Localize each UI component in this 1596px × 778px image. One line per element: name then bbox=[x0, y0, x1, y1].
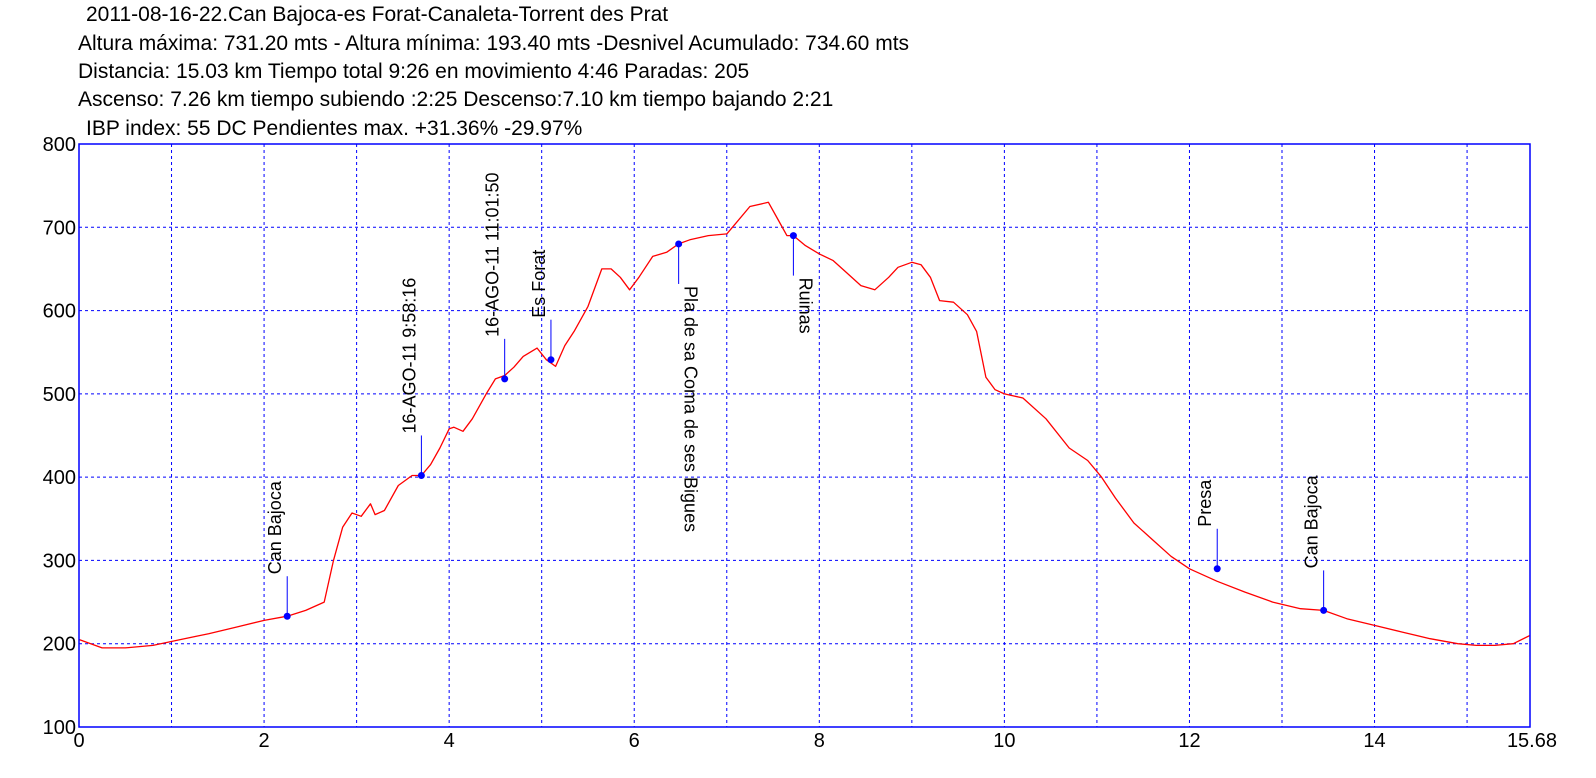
y-tick-label: 300 bbox=[43, 550, 76, 572]
waypoints: Can Bajoca 16-AGO-11 9:58:16 16-AGO-11 11:… bbox=[265, 172, 1328, 620]
y-tick-label: 600 bbox=[43, 301, 76, 323]
x-tick-label: 10 bbox=[993, 730, 1015, 752]
ibp-slope-summary: IBP index: 55 DC Pendientes max. +31.36%… bbox=[86, 117, 583, 140]
elevation-series bbox=[78, 201, 1531, 649]
y-tick-label: 100 bbox=[43, 717, 76, 739]
waypoint-dot bbox=[417, 471, 425, 479]
y-axis-tick-labels: 100 200 300 400 500 600 700 800 bbox=[43, 134, 76, 739]
waypoint-label: Es Forat bbox=[529, 250, 549, 318]
waypoint-label: Presa bbox=[1195, 479, 1215, 527]
x-tick-label: 14 bbox=[1363, 730, 1385, 752]
waypoint-marker: 16-AGO-11 11:01:50 bbox=[483, 172, 509, 383]
waypoint-dot bbox=[283, 612, 291, 620]
waypoint-marker: Es Forat bbox=[529, 250, 555, 364]
waypoint-label: Pla de sa Coma de ses Bigues bbox=[681, 286, 701, 532]
waypoint-marker: 16-AGO-11 9:58:16 bbox=[399, 278, 425, 479]
waypoint-marker: Presa bbox=[1195, 479, 1221, 573]
y-tick-label: 800 bbox=[43, 134, 76, 156]
waypoint-dot bbox=[547, 356, 555, 364]
y-tick-label: 200 bbox=[43, 634, 76, 656]
waypoint-label: 16-AGO-11 9:58:16 bbox=[399, 278, 419, 434]
waypoint-marker: Pla de sa Coma de ses Bigues bbox=[675, 240, 701, 532]
grid-lines bbox=[79, 144, 1530, 727]
x-tick-label: 2 bbox=[259, 730, 270, 752]
y-tick-label: 700 bbox=[43, 217, 76, 239]
elevation-line bbox=[78, 201, 1531, 649]
waypoint-dot bbox=[1320, 606, 1328, 614]
chart-title: 2011-08-16-22.Can Bajoca-es Forat-Canale… bbox=[86, 3, 669, 26]
x-tick-label: 6 bbox=[629, 730, 640, 752]
waypoint-label: Can Bajoca bbox=[1302, 474, 1322, 568]
x-tick-label: 8 bbox=[814, 730, 825, 752]
waypoint-label: Can Bajoca bbox=[265, 480, 285, 574]
waypoint-marker: Ruinas bbox=[789, 232, 815, 334]
waypoint-marker: Can Bajoca bbox=[1302, 474, 1328, 614]
altitude-summary: Altura máxima: 731.20 mts - Altura mínim… bbox=[78, 32, 910, 55]
y-tick-label: 500 bbox=[43, 384, 76, 406]
distance-time-summary: Distancia: 15.03 km Tiempo total 9:26 en… bbox=[78, 60, 750, 83]
x-axis-tick-labels: 0 2 4 6 8 10 12 14 15.68 bbox=[73, 730, 1557, 752]
waypoint-dot bbox=[675, 240, 683, 248]
chart-header: 2011-08-16-22.Can Bajoca-es Forat-Canale… bbox=[0, 0, 1596, 145]
waypoint-marker: Can Bajoca bbox=[265, 480, 291, 620]
x-tick-label: 4 bbox=[444, 730, 455, 752]
ascent-descent-summary: Ascenso: 7.26 km tiempo subiendo :2:25 D… bbox=[78, 88, 834, 111]
waypoint-dot bbox=[501, 375, 509, 383]
waypoint-label: Ruinas bbox=[795, 278, 815, 334]
waypoint-dot bbox=[1213, 565, 1221, 573]
x-tick-label: 12 bbox=[1178, 730, 1200, 752]
waypoint-label: 16-AGO-11 11:01:50 bbox=[483, 172, 503, 336]
x-tick-label: 0 bbox=[73, 730, 84, 752]
plot-frame bbox=[78, 143, 1531, 728]
waypoint-dot bbox=[789, 232, 797, 240]
x-tick-label: 15.68 bbox=[1507, 730, 1557, 752]
y-tick-label: 400 bbox=[43, 467, 76, 489]
